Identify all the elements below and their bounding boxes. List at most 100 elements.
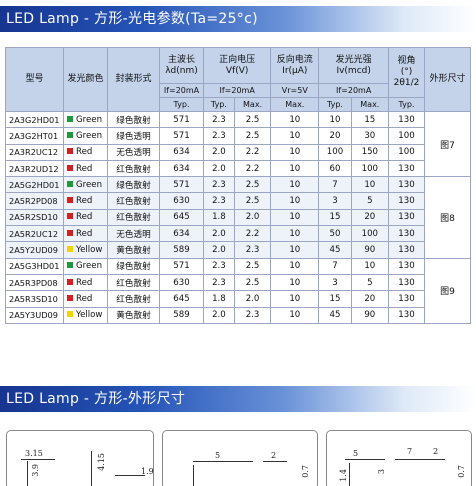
dim-line	[91, 451, 92, 486]
cell-iv-min: 3	[318, 192, 352, 210]
cell-model: 2A5G2HD01	[5, 176, 64, 194]
dim-label: 3	[377, 469, 386, 475]
dim-label: 0.7	[457, 465, 466, 478]
cell-wavelength: 571	[159, 110, 204, 129]
cell-iv-typ: 20	[350, 208, 390, 227]
color-label: Green	[76, 261, 103, 272]
cell-angle: 130	[388, 159, 425, 178]
cell-package: 红色散射	[107, 208, 160, 227]
cell-vf-max: 2.2	[233, 225, 272, 243]
cell-model: 2A5R2SD10	[5, 208, 64, 227]
table-row: 2A3R2UD12 Red 红色散射 634 2.0 2.2 10 60 100 130	[5, 159, 471, 178]
cell-package: 无色透明	[107, 225, 160, 243]
cell-wavelength: 589	[159, 241, 204, 259]
cell-ir-max: 10	[270, 127, 320, 145]
outline-drawing-1: 3.15 3.9 4.15 1.9	[6, 430, 154, 486]
cell-iv-min: 7	[318, 176, 352, 194]
cell-angle: 130	[388, 306, 425, 324]
cell-wavelength: 634	[159, 159, 204, 178]
table-row: 2A5Y2UD09 Yellow 黄色散射 589 2.0 2.3 10 45 90 130	[5, 241, 471, 259]
cell-model: 2A5R3SD10	[5, 290, 64, 308]
cell-package: 黄色散射	[107, 241, 160, 259]
color-label: Yellow	[76, 245, 103, 256]
col-color-header: 发光颜色	[63, 47, 108, 112]
color-label: Red	[76, 163, 93, 174]
dim-label: 3.9	[31, 464, 40, 477]
color-swatch	[67, 148, 73, 155]
cell-ir-max: 10	[270, 290, 320, 308]
dim-line	[345, 459, 385, 460]
color-label: Yellow	[76, 310, 103, 321]
cell-color: Red	[63, 192, 108, 210]
table-row: 2A5G3HD01 Green 绿色散射 571 2.3 2.5 10 7 10 130 图9	[5, 257, 471, 324]
cell-model: 2A3R2UC12	[5, 143, 64, 161]
cell-vf-typ: 2.0	[203, 225, 235, 243]
cell-iv-min: 45	[318, 241, 352, 259]
outline-drawing-3: 5 7 2 1.4 3 0.7	[326, 430, 472, 486]
col-outline-header: 外形尺寸	[424, 47, 471, 112]
cell-vf-typ: 1.8	[203, 290, 235, 308]
cell-wavelength: 645	[159, 208, 204, 227]
color-swatch	[67, 262, 73, 269]
cell-vf-typ: 2.3	[203, 192, 235, 210]
color-swatch	[67, 229, 73, 236]
cell-iv-typ: 90	[350, 241, 390, 259]
cell-vf-typ: 2.0	[203, 143, 235, 161]
color-label: Red	[76, 147, 93, 158]
table-row: 2A5R3SD10 Red 红色散射 645 1.8 2.0 10 15 20 130	[5, 290, 471, 308]
cell-color: Green	[63, 176, 108, 194]
color-swatch	[67, 311, 73, 318]
cell-angle: 130	[388, 225, 425, 243]
cell-iv-typ: 100	[350, 159, 390, 178]
cell-package: 黄色散射	[107, 306, 160, 324]
dim-label: 5	[353, 449, 359, 458]
cell-ir-max: 10	[270, 273, 320, 292]
table-row: 2A3R2UC12 Red 无色透明 634 2.0 2.2 10 100 150 100	[5, 143, 471, 161]
cell-outline-figure: 图7	[424, 110, 471, 178]
cell-iv-min: 100	[318, 143, 352, 161]
col-vf-header: 正向电压 Vf(V)	[202, 47, 272, 84]
color-label: Red	[76, 293, 93, 304]
cell-vf-typ: 2.3	[203, 127, 235, 145]
table-row: 2A5R2PD08 Red 红色散射 630 2.3 2.5 10 3 5 130	[5, 192, 471, 210]
col-model-header: 型号	[5, 47, 64, 112]
cell-package: 无色透明	[107, 143, 160, 161]
table-row: 2A3G2HD01 Green 绿色散射 571 2.3 2.5 10 10 15 130 图7	[5, 110, 471, 178]
cell-iv-typ: 15	[350, 110, 390, 129]
cond-ir: Vr=5V	[270, 83, 320, 98]
dim-line	[115, 475, 145, 476]
cell-iv-min: 60	[318, 159, 352, 178]
cell-iv-min: 15	[318, 290, 352, 308]
cell-package: 红色散射	[107, 273, 160, 292]
cell-vf-max: 2.5	[233, 273, 272, 292]
cell-model: 2A5R2UC12	[5, 225, 64, 243]
cell-vf-max: 2.5	[233, 127, 272, 145]
cell-color: Green	[63, 110, 108, 129]
col-ir-header: 反向电流 Ir(μA)	[270, 47, 320, 84]
led-spec-table: 型号 发光颜色 封装形式 主波长 λd(nm) 正向电压 Vf(V) 反向电流 Ir(…	[5, 47, 471, 324]
cell-ir-max: 10	[270, 241, 320, 259]
cell-angle: 130	[388, 110, 425, 129]
col-wavelength-header: 主波长 λd(nm)	[159, 47, 204, 84]
color-swatch	[67, 131, 73, 138]
table-row: 2A5R2UC12 Red 无色透明 634 2.0 2.2 10 50 100 130	[5, 225, 471, 243]
cell-iv-typ: 90	[350, 306, 390, 324]
cond-iv: If=20mA	[318, 83, 389, 98]
color-swatch	[67, 164, 73, 171]
cell-wavelength: 645	[159, 290, 204, 308]
cell-angle: 130	[388, 273, 425, 292]
cell-vf-max: 2.0	[233, 208, 272, 227]
col-package-header: 封装形式	[107, 47, 160, 112]
cell-vf-typ: 2.3	[203, 176, 235, 194]
color-swatch	[67, 213, 73, 220]
col-iv-header: 发光光强 Iv(mcd)	[318, 47, 389, 84]
cell-ir-max: 10	[270, 192, 320, 210]
color-label: Green	[76, 114, 103, 125]
sub-max: Max.	[270, 97, 320, 112]
outline-drawing-2: 5 2 0.7	[162, 430, 318, 486]
cell-angle: 100	[388, 127, 425, 145]
cell-ir-max: 10	[270, 208, 320, 227]
cell-iv-min: 20	[318, 127, 352, 145]
cell-wavelength: 589	[159, 306, 204, 324]
dim-line	[193, 465, 194, 486]
